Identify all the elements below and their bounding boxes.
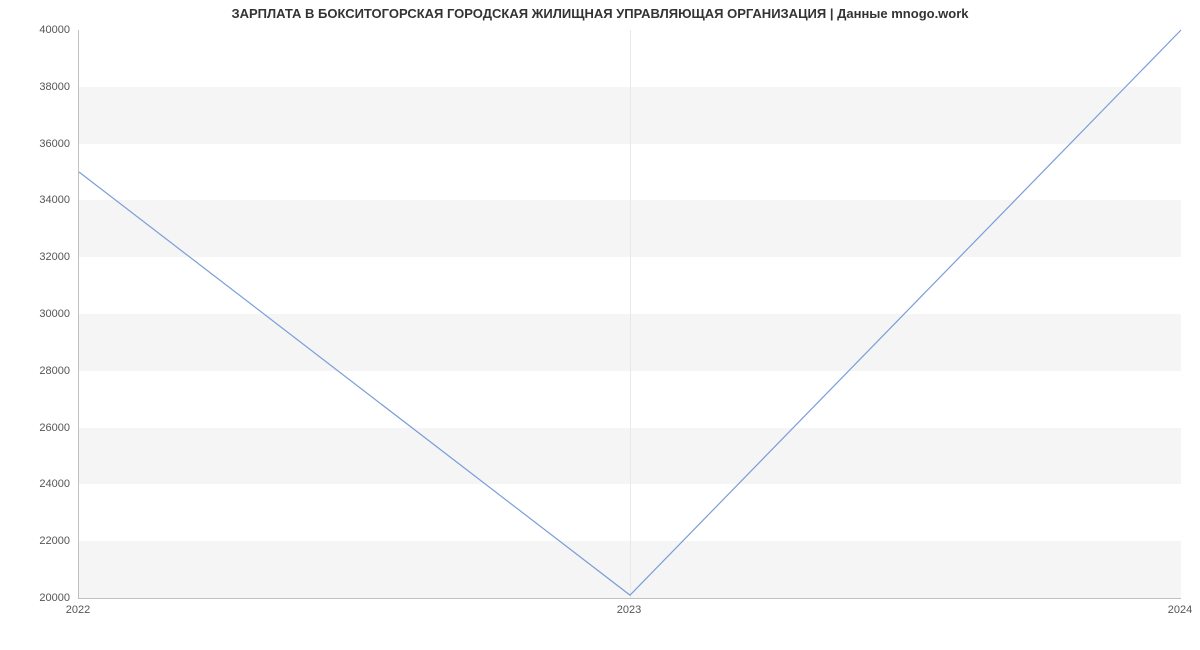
series-line bbox=[79, 30, 1181, 598]
y-tick-label: 40000 bbox=[30, 24, 70, 36]
x-tick-label: 2024 bbox=[1168, 604, 1192, 616]
y-tick-label: 32000 bbox=[30, 251, 70, 263]
y-tick-label: 26000 bbox=[30, 422, 70, 434]
y-tick-label: 22000 bbox=[30, 535, 70, 547]
x-tick-label: 2023 bbox=[617, 604, 641, 616]
chart-title: ЗАРПЛАТА В БОКСИТОГОРСКАЯ ГОРОДСКАЯ ЖИЛИ… bbox=[0, 6, 1200, 21]
plot-area bbox=[78, 30, 1181, 599]
y-tick-label: 30000 bbox=[30, 308, 70, 320]
y-tick-label: 36000 bbox=[30, 138, 70, 150]
y-tick-label: 24000 bbox=[30, 478, 70, 490]
y-tick-label: 34000 bbox=[30, 194, 70, 206]
x-tick-label: 2022 bbox=[66, 604, 90, 616]
y-tick-label: 20000 bbox=[30, 592, 70, 604]
salary-chart: ЗАРПЛАТА В БОКСИТОГОРСКАЯ ГОРОДСКАЯ ЖИЛИ… bbox=[0, 0, 1200, 650]
y-tick-label: 28000 bbox=[30, 365, 70, 377]
y-tick-label: 38000 bbox=[30, 81, 70, 93]
